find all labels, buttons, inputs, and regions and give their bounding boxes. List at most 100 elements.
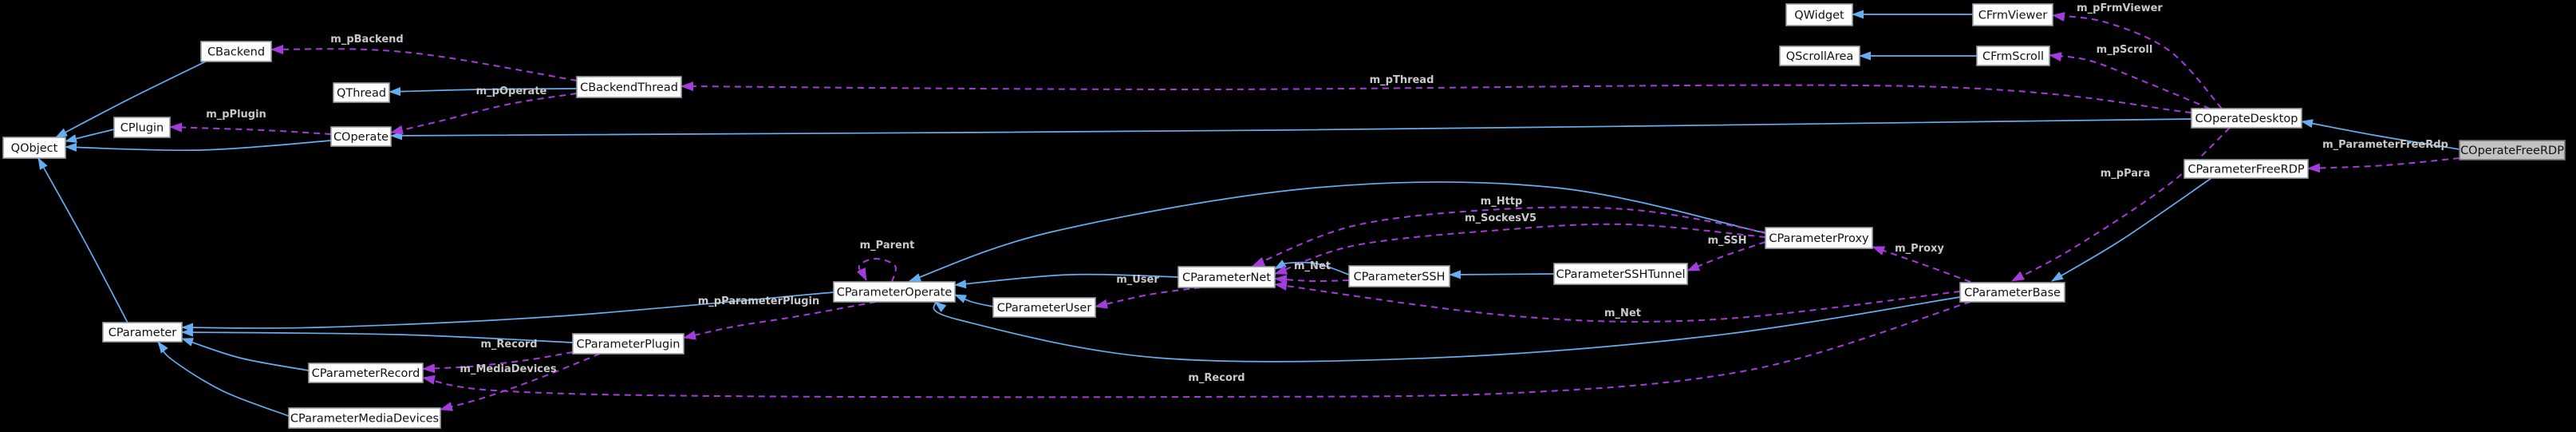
member-edge-cparameterproxy-to-cparameternet — [1274, 223, 1766, 275]
class-node-box-qthread[interactable] — [333, 82, 390, 103]
member-edge-cparameternet-to-cparameteruser — [1095, 287, 1201, 309]
edge-label-m_Proxy: m_Proxy — [1895, 243, 1944, 255]
edge-label-layer: m_pBackend m_pOperate m_pPlugin m_pThread m_… — [206, 2, 2448, 384]
member-edge-cbackendthread-to-cbackend — [270, 44, 578, 81]
member-edge-cparameterbase-to-cparameternet — [1274, 281, 1961, 323]
class-node-box-cparameternet[interactable] — [1178, 266, 1276, 288]
class-node-coperatedesktop[interactable]: COperateDesktop — [2191, 108, 2302, 129]
class-node-cparameteruser[interactable]: CParameterUser — [992, 297, 1096, 318]
class-node-box-cparametersshtunnel[interactable] — [1553, 263, 1688, 285]
member-edge-coperatedesktop-to-cfrmscroll — [2049, 52, 2211, 109]
class-node-qobject[interactable]: QObject — [2, 137, 66, 159]
class-node-box-qscrollarea[interactable] — [1779, 46, 1860, 66]
class-node-label-coperate: COperate — [333, 131, 389, 144]
class-node-cparameter[interactable]: CParameter — [102, 322, 183, 343]
class-node-box-cparameterproxy[interactable] — [1765, 227, 1873, 249]
inheritance-edge-cparameterplugin-to-cparameter — [181, 327, 574, 343]
inheritance-edge-cparameterbase-to-cparameteroperate — [933, 296, 1961, 363]
inheritance-edge-coperate-to-qobject — [65, 140, 332, 152]
class-node-cparameterrecord[interactable]: CParameterRecord — [308, 363, 424, 383]
class-node-box-cparameterssh[interactable] — [1348, 265, 1450, 287]
class-node-label-cparametersshtunnel: CParameterSSHTunnel — [1556, 268, 1685, 281]
class-node-label-cparameterfreerdp: CParameterFreeRDP — [2187, 164, 2305, 176]
inheritance-edge-cparametermediadevices-to-cparameter — [157, 341, 290, 417]
inheritance-edge-cplugin-to-qobject — [65, 129, 115, 143]
class-node-box-cfrmscroll[interactable] — [1976, 46, 2050, 66]
class-node-coperatefreerdp[interactable]: COperateFreeRDP — [2459, 140, 2566, 161]
class-node-cparameterplugin[interactable]: CParameterPlugin — [572, 333, 684, 355]
class-node-box-coperate[interactable] — [330, 126, 392, 147]
edge-label-m_Http: m_Http — [1481, 196, 1523, 208]
class-node-box-cparameteroperate[interactable] — [833, 281, 956, 303]
edge-label-m_Parent: m_Parent — [860, 240, 915, 252]
class-node-coperate[interactable]: COperate — [330, 126, 392, 147]
class-node-cparametermediadevices[interactable]: CParameterMediaDevices — [288, 407, 441, 429]
edge-label-m_pParameterPlugin: m_pParameterPlugin — [698, 295, 820, 307]
member-edge-cparameteroperate-to-cparameterplugin — [683, 301, 877, 340]
class-node-box-qwidget[interactable] — [1785, 3, 1853, 26]
member-edge-cparameterbase-to-cparameterproxy — [1872, 246, 1971, 283]
class-node-qthread[interactable]: QThread — [333, 82, 390, 103]
member-edge-cparameterplugin-to-cparametermediadevices — [440, 353, 601, 411]
class-node-cfrmscroll[interactable]: CFrmScroll — [1976, 46, 2050, 66]
edge-label-m_Record: m_Record — [1188, 372, 1245, 384]
class-node-label-cparameterplugin: CParameterPlugin — [577, 339, 680, 351]
class-node-cparameterssh[interactable]: CParameterSSH — [1348, 265, 1450, 287]
class-node-cparameterfreerdp[interactable]: CParameterFreeRDP — [2183, 159, 2309, 179]
class-node-cplugin[interactable]: CPlugin — [113, 117, 171, 138]
class-node-label-cbackend: CBackend — [207, 46, 265, 59]
class-node-cbackendthread[interactable]: CBackendThread — [576, 76, 682, 98]
class-node-box-cparameterbase[interactable] — [1959, 282, 2065, 303]
class-node-qwidget[interactable]: QWidget — [1785, 3, 1853, 26]
class-node-cbackend[interactable]: CBackend — [200, 41, 272, 62]
edge-label-m_pPlugin: m_pPlugin — [206, 109, 266, 121]
member-edge-coperate-to-cplugin — [169, 122, 332, 135]
inheritance-edge-coperatefreerdp-to-coperatedesktop — [2301, 119, 2460, 150]
edge-label-m_MediaDevices: m_MediaDevices — [460, 363, 556, 375]
class-node-label-qwidget: QWidget — [1794, 10, 1844, 22]
class-node-box-cbackend[interactable] — [200, 41, 272, 62]
class-node-qscrollarea[interactable]: QScrollArea — [1779, 46, 1860, 66]
inheritance-edge-cparameterfreerdp-to-cparameterbase — [2051, 177, 2212, 282]
edge-label-m_Net: m_Net — [1604, 307, 1641, 319]
edge-label-m_pThread: m_pThread — [1370, 74, 1434, 86]
edge-label-m_pOperate: m_pOperate — [476, 85, 547, 97]
class-node-label-cparameterssh: CParameterSSH — [1354, 271, 1446, 283]
edge-layer — [37, 10, 2460, 417]
edge-label-m_ParameterFreeRdp: m_ParameterFreeRdp — [2322, 139, 2448, 151]
class-node-cparameternet[interactable]: CParameterNet — [1178, 266, 1276, 288]
class-node-box-cfrmviewer[interactable] — [1972, 3, 2053, 26]
class-node-label-cparameteroperate: CParameterOperate — [837, 287, 953, 299]
class-node-box-coperatedesktop[interactable] — [2191, 108, 2302, 129]
class-node-box-cparameterplugin[interactable] — [572, 333, 684, 355]
class-node-cparameteroperate[interactable]: CParameterOperate — [833, 281, 956, 303]
member-edge-coperatefreerdp-to-cparameterfreerdp — [2307, 157, 2460, 173]
class-node-label-cparameternet: CParameterNet — [1182, 271, 1271, 284]
edge-label-m_SockesV5: m_SockesV5 — [1465, 212, 1537, 224]
member-edge-cbackendthread-to-coperate — [390, 93, 578, 135]
edge-label-m_SSH: m_SSH — [1707, 235, 1746, 247]
inheritance-edge-cparameteruser-to-cparameteroperate — [954, 294, 994, 307]
class-node-box-cbackendthread[interactable] — [576, 76, 682, 98]
class-node-box-cplugin[interactable] — [113, 117, 171, 138]
edge-label-m_pPara: m_pPara — [2101, 168, 2151, 180]
class-node-cparameterproxy[interactable]: CParameterProxy — [1765, 227, 1873, 249]
class-node-box-cparameteruser[interactable] — [992, 297, 1096, 318]
class-node-cparameterbase[interactable]: CParameterBase — [1959, 282, 2065, 303]
edge-label-m_Record: m_Record — [480, 339, 537, 351]
edge-label-m_User: m_User — [1116, 274, 1159, 286]
class-node-box-cparametermediadevices[interactable] — [288, 407, 441, 429]
class-node-box-qobject[interactable] — [2, 137, 66, 159]
class-node-label-qthread: QThread — [337, 87, 386, 100]
class-node-box-coperatefreerdp[interactable] — [2459, 140, 2566, 161]
class-node-box-cparameter[interactable] — [102, 322, 183, 343]
class-node-cfrmviewer[interactable]: CFrmViewer — [1972, 3, 2053, 26]
edge-label-m_Net: m_Net — [1294, 260, 1331, 272]
class-node-box-cparameterrecord[interactable] — [308, 363, 424, 383]
class-node-cparametersshtunnel[interactable]: CParameterSSHTunnel — [1553, 263, 1688, 285]
class-node-label-qobject: QObject — [11, 142, 58, 155]
inheritance-edge-cparameterrecord-to-cparameter — [181, 338, 310, 371]
class-node-label-cplugin: CPlugin — [120, 122, 164, 135]
class-node-box-cparameterfreerdp[interactable] — [2183, 159, 2309, 179]
